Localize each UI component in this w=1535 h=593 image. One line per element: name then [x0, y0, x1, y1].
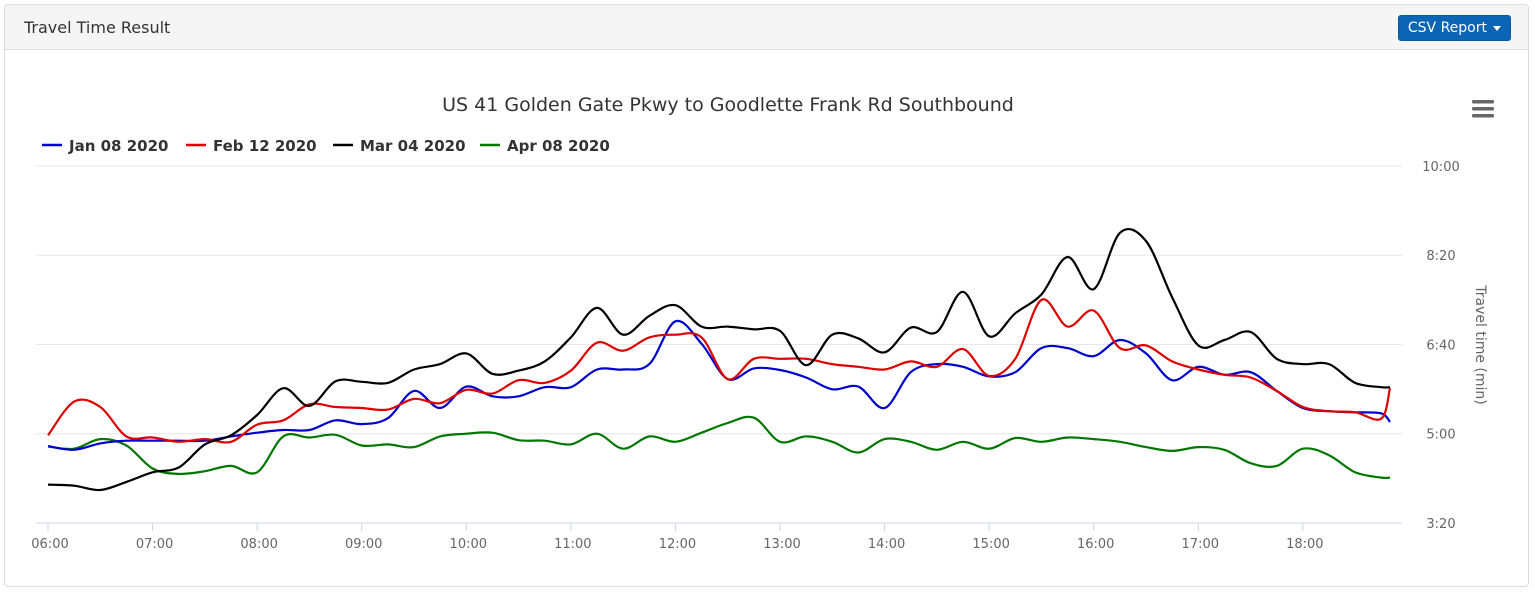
y-tick-label: 5:00	[1426, 428, 1455, 443]
x-tick-label: 16:00	[1077, 537, 1114, 552]
x-tick-label: 17:00	[1182, 537, 1219, 552]
x-tick-label: 12:00	[659, 537, 696, 552]
series-line-apr-08-2020	[47, 415, 1391, 480]
csv-report-button[interactable]: CSV Report	[1397, 15, 1511, 41]
panel-heading: Travel Time Result CSV Report	[5, 5, 1528, 50]
x-tick-label: 18:00	[1286, 537, 1323, 552]
legend-label: Jan 08 2020	[68, 137, 168, 155]
legend-item[interactable]: Mar 04 2020	[333, 137, 466, 155]
legend-item[interactable]: Feb 12 2020	[186, 137, 317, 155]
x-tick-label: 07:00	[136, 537, 173, 552]
chart-menu-icon[interactable]	[1472, 100, 1494, 118]
legend-label: Apr 08 2020	[507, 137, 610, 155]
legend-label: Feb 12 2020	[213, 137, 317, 155]
travel-time-panel: Travel Time Result CSV Report	[4, 4, 1529, 587]
csv-report-label: CSV Report	[1407, 20, 1487, 36]
y-tick-label: 3:20	[1426, 517, 1455, 532]
chart-title: US 41 Golden Gate Pkwy to Goodlette Fran…	[442, 94, 1014, 116]
series-line-feb-12-2020	[47, 298, 1392, 444]
y-axis-title: Travel time (min)	[1472, 284, 1488, 404]
x-tick-label: 11:00	[554, 537, 591, 552]
x-tick-label: 13:00	[763, 537, 800, 552]
x-tick-label: 14:00	[868, 537, 905, 552]
panel-title: Travel Time Result	[24, 18, 171, 37]
y-tick-label: 6:40	[1426, 338, 1455, 353]
y-tick-label: 8:20	[1426, 249, 1455, 264]
series-layer	[47, 228, 1392, 492]
y-axis: 3:20 5:00 6:40 8:20 10:00	[1422, 160, 1459, 532]
x-axis: 06:00 07:00 08:00 09:00 10:00 11:00 12:00 13:00…	[31, 522, 1402, 552]
legend-item[interactable]: Jan 08 2020	[42, 137, 168, 155]
x-tick-label: 09:00	[345, 537, 382, 552]
x-tick-label: 06:00	[31, 537, 68, 552]
x-tick-label: 08:00	[240, 537, 277, 552]
caret-down-icon	[1493, 25, 1501, 31]
chart-legend: Jan 08 2020 Feb 12 2020 Mar 04 2020 Apr 08 …	[42, 137, 610, 155]
x-tick-label: 15:00	[972, 537, 1009, 552]
chart-grid	[36, 165, 1402, 435]
legend-item[interactable]: Apr 08 2020	[480, 137, 610, 155]
legend-label: Mar 04 2020	[360, 137, 466, 155]
series-line-mar-04-2020	[47, 228, 1391, 492]
y-tick-label: 10:00	[1422, 160, 1459, 175]
x-tick-label: 10:00	[450, 537, 487, 552]
